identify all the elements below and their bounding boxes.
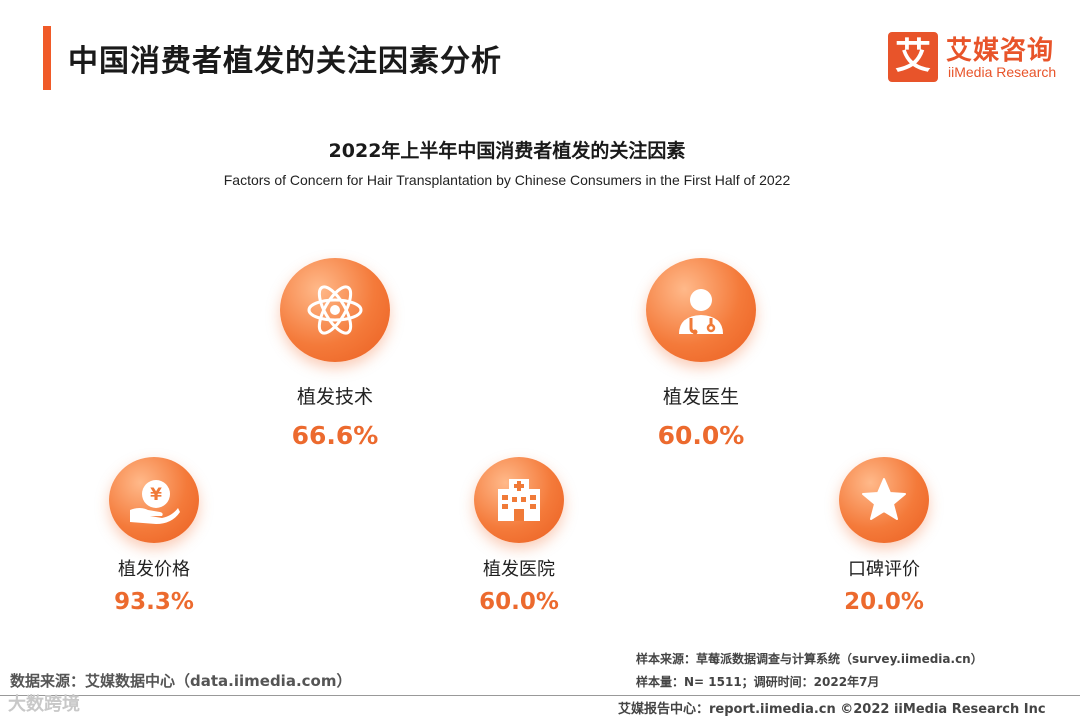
svg-text:¥: ¥: [150, 485, 162, 505]
factor-hair-technology: 植发技术 66.6%: [260, 258, 410, 450]
factor-label: 口碑评价: [848, 559, 920, 580]
title-accent-bar: [43, 26, 51, 90]
sample-size: 样本量：N= 1511；调研时间：2022年7月: [636, 675, 880, 689]
watermark: 大数跨境: [8, 694, 80, 715]
footer-divider: [0, 695, 1080, 696]
yen-hand-icon: ¥: [109, 457, 199, 543]
doctor-icon: [646, 258, 756, 362]
logo-name-cn: 艾媒咨询: [946, 36, 1055, 66]
factor-value: 93.3%: [114, 589, 194, 615]
factor-reputation: 口碑评价 20.0%: [814, 457, 954, 615]
chart-subtitle: Factors of Concern for Hair Transplantat…: [223, 172, 791, 188]
factor-label: 植发技术: [296, 386, 373, 408]
logo-mark: 艾: [888, 32, 938, 82]
factor-label: 植发医生: [662, 386, 739, 408]
factor-value: 66.6%: [291, 421, 379, 450]
report-center: 艾媒报告中心：report.iimedia.cn ©2022 iiMedia R…: [618, 702, 1046, 717]
factor-value: 20.0%: [844, 589, 924, 615]
sample-source: 样本来源：草莓派数据调查与计算系统（survey.iimedia.cn）: [636, 652, 983, 666]
factor-hair-hospital: 植发医院 60.0%: [449, 457, 589, 615]
factor-hair-doctor: 植发医生 60.0%: [626, 258, 776, 450]
factor-label: 植发医院: [483, 559, 555, 580]
factor-hair-price: ¥ 植发价格 93.3%: [84, 457, 224, 615]
iimedia-logo: 艾 艾媒咨询 iiMedia Research: [888, 30, 1068, 86]
logo-name-en: iiMedia Research: [948, 64, 1057, 80]
page-title: 中国消费者植发的关注因素分析: [68, 44, 502, 79]
factor-label: 植发价格: [118, 559, 190, 580]
data-source: 数据来源：艾媒数据中心（data.iimedia.com）: [10, 672, 352, 690]
chart-title: 2022年上半年中国消费者植发的关注因素: [328, 140, 686, 162]
hospital-icon: [474, 457, 564, 543]
star-icon: [839, 457, 929, 543]
factor-value: 60.0%: [657, 421, 745, 450]
factor-value: 60.0%: [479, 589, 559, 615]
atom-icon: [280, 258, 390, 362]
